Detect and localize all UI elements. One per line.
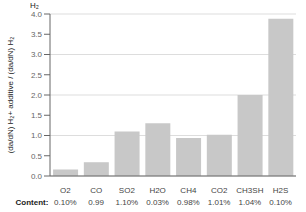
svg-text:0.98%: 0.98% bbox=[177, 198, 200, 207]
svg-text:H2S: H2S bbox=[273, 186, 289, 195]
svg-text:3.0: 3.0 bbox=[31, 50, 43, 59]
svg-text:0.99: 0.99 bbox=[88, 198, 104, 207]
svg-text:O2: O2 bbox=[60, 186, 71, 195]
svg-text:CO2: CO2 bbox=[211, 186, 228, 195]
svg-text:2.0: 2.0 bbox=[31, 91, 43, 100]
svg-text:1.04%: 1.04% bbox=[239, 198, 262, 207]
svg-text:(da/dN) H₂+ additive / (da/dN): (da/dN) H₂+ additive / (da/dN) H₂ bbox=[8, 37, 15, 154]
svg-text:CH4: CH4 bbox=[180, 186, 197, 195]
svg-text:CO: CO bbox=[90, 186, 102, 195]
html-text:H₂: H₂ bbox=[30, 1, 39, 10]
svg-text:1.10%: 1.10% bbox=[116, 198, 139, 207]
svg-text:0.03%: 0.03% bbox=[146, 198, 169, 207]
svg-text:1.5: 1.5 bbox=[31, 111, 43, 120]
svg-text:2.5: 2.5 bbox=[31, 71, 43, 80]
svg-text:H2O: H2O bbox=[149, 186, 165, 195]
svg-text:1.01%: 1.01% bbox=[208, 198, 231, 207]
svg-text:0.10%: 0.10% bbox=[269, 198, 292, 207]
svg-text:Content:: Content: bbox=[15, 198, 48, 207]
svg-text:4.0: 4.0 bbox=[31, 10, 43, 19]
svg-text:CH3SH: CH3SH bbox=[236, 186, 263, 195]
svg-text:0.0: 0.0 bbox=[31, 172, 43, 181]
svg-text:0.5: 0.5 bbox=[31, 152, 43, 161]
svg-text:3.5: 3.5 bbox=[31, 30, 43, 39]
svg-text:SO2: SO2 bbox=[119, 186, 136, 195]
svg-text:0.10%: 0.10% bbox=[54, 198, 77, 207]
svg-text:1.0: 1.0 bbox=[31, 131, 43, 140]
